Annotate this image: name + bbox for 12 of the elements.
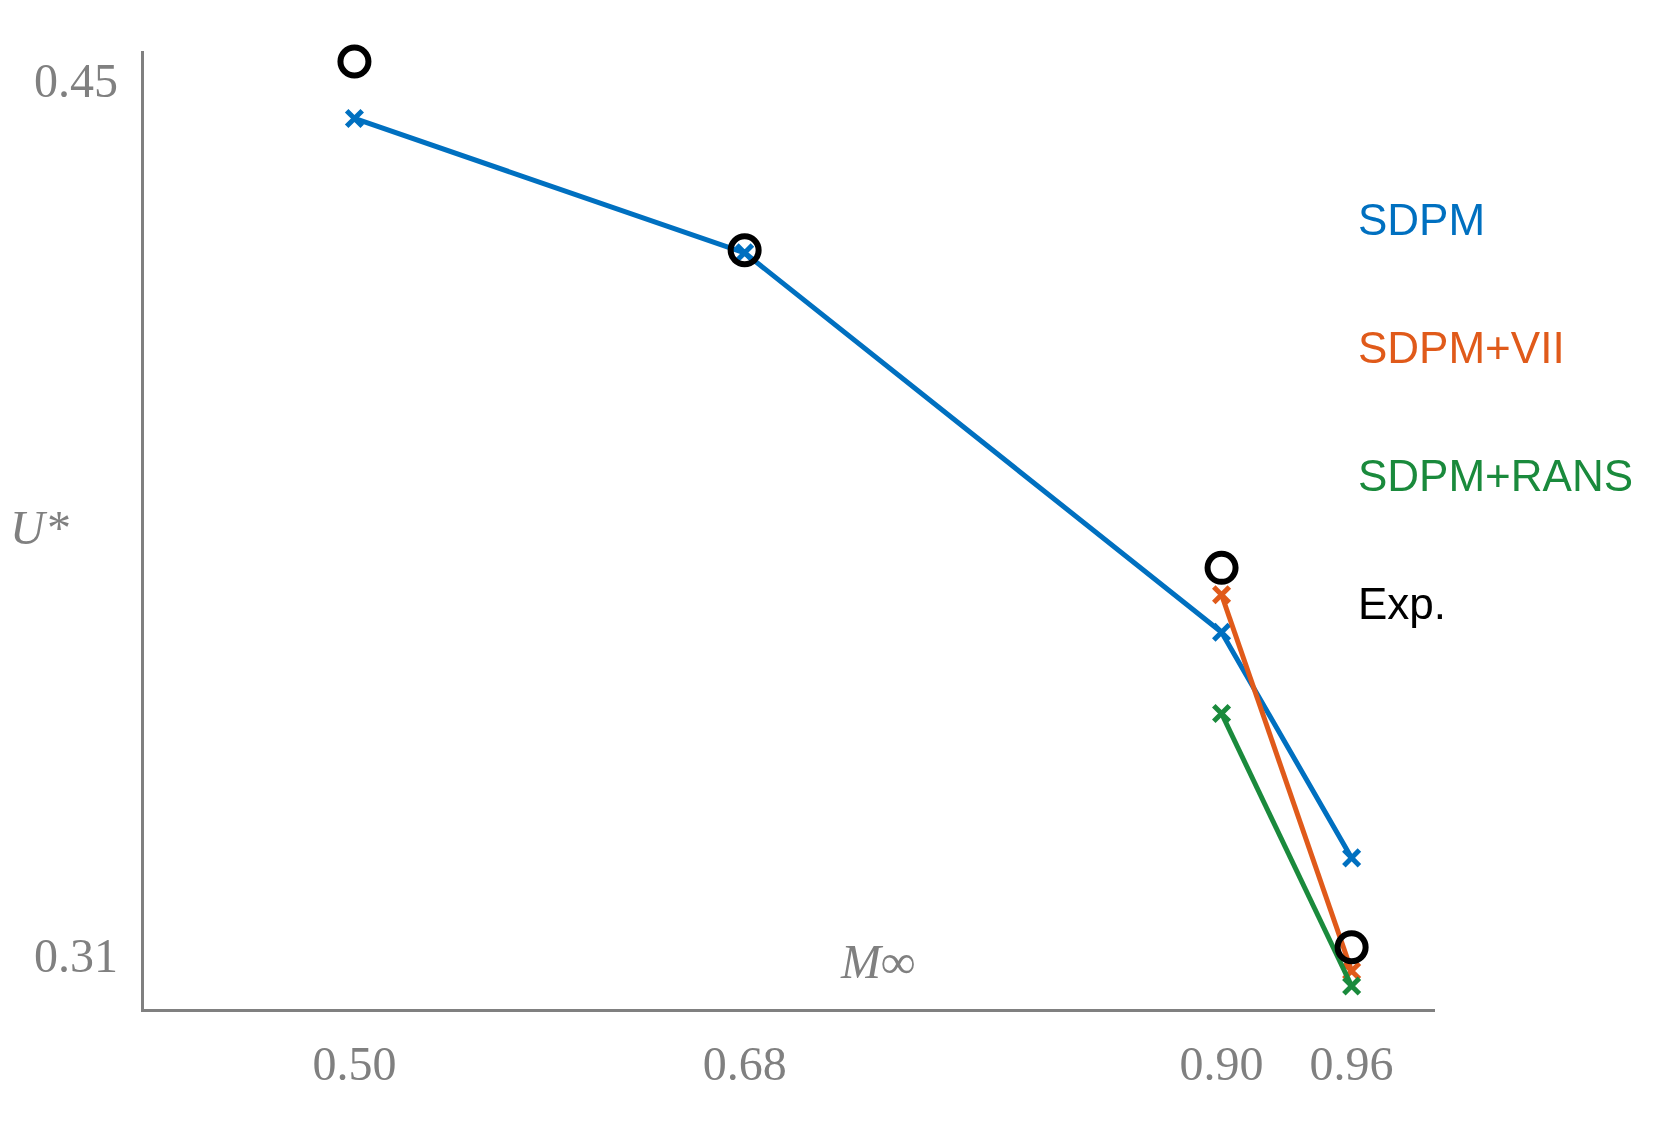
x-tick-label: 0.50: [312, 1036, 397, 1090]
text: SDPM+RANS: [1358, 451, 1634, 502]
y-axis-title: U*: [10, 501, 69, 555]
y-tick-label: 0.45: [34, 53, 118, 107]
x-tick-label: 0.90: [1179, 1036, 1264, 1090]
text: SDPM+VII: [1358, 323, 1566, 374]
y-tick-label: 0.31: [34, 928, 118, 982]
x-tick-label: 0.96: [1309, 1036, 1394, 1090]
text: Exp.: [1358, 579, 1448, 630]
text: SDPM: [1358, 195, 1487, 246]
x-axis-title: M∞: [839, 935, 916, 989]
x-tick-label: 0.68: [702, 1036, 787, 1090]
